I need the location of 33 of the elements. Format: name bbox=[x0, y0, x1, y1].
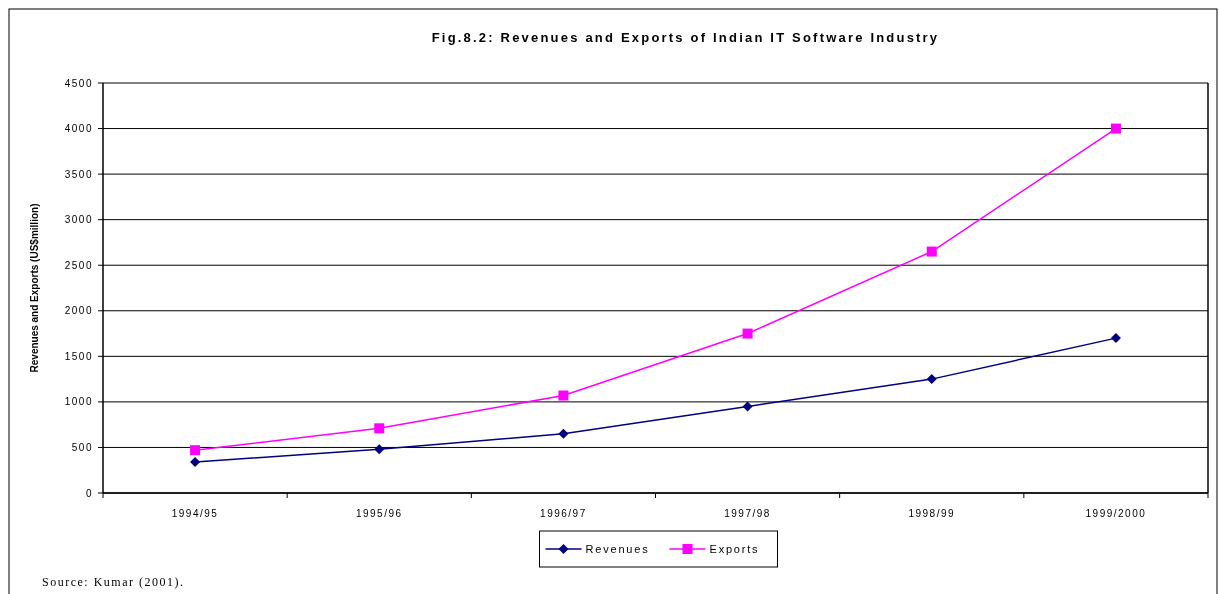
point bbox=[558, 428, 569, 439]
point bbox=[374, 444, 385, 455]
chart-title: Fig.8.2: Revenues and Exports of Indian IT Software Industry bbox=[431, 30, 940, 45]
legend-label: Exports bbox=[709, 542, 760, 555]
point bbox=[1110, 123, 1121, 134]
y-tick-label: 500 bbox=[71, 441, 93, 453]
point bbox=[742, 328, 753, 339]
point bbox=[374, 423, 385, 434]
point bbox=[558, 390, 569, 401]
y-tick-label: 4000 bbox=[64, 123, 93, 135]
y-tick-label: 3500 bbox=[64, 168, 93, 180]
y-tick-label: 1500 bbox=[64, 350, 93, 362]
point bbox=[190, 457, 201, 468]
y-tick-label: 2000 bbox=[64, 305, 93, 317]
x-tick-label: 1995/96 bbox=[355, 508, 403, 519]
point bbox=[1110, 333, 1121, 344]
x-tick-label: 1999/2000 bbox=[1085, 508, 1147, 519]
y-tick-label: 0 bbox=[85, 487, 93, 499]
point bbox=[190, 445, 201, 456]
y-axis-title: Revenues and Exports (US$million) bbox=[29, 203, 40, 373]
x-tick-label: 1997/98 bbox=[724, 508, 771, 519]
x-tick-label: 1998/99 bbox=[908, 508, 956, 519]
source-note: Source: Kumar (2001). bbox=[42, 575, 185, 589]
y-tick-label: 1000 bbox=[64, 396, 93, 408]
y-tick-label: 3000 bbox=[64, 214, 93, 226]
legend-label: Revenues bbox=[585, 542, 650, 555]
x-tick-label: 1994/95 bbox=[171, 508, 219, 519]
point bbox=[926, 246, 937, 257]
x-tick-label: 1996/97 bbox=[540, 508, 587, 519]
point bbox=[926, 374, 937, 385]
y-tick-label: 2500 bbox=[64, 259, 93, 271]
y-tick-label: 4500 bbox=[64, 77, 93, 89]
point bbox=[742, 401, 753, 412]
